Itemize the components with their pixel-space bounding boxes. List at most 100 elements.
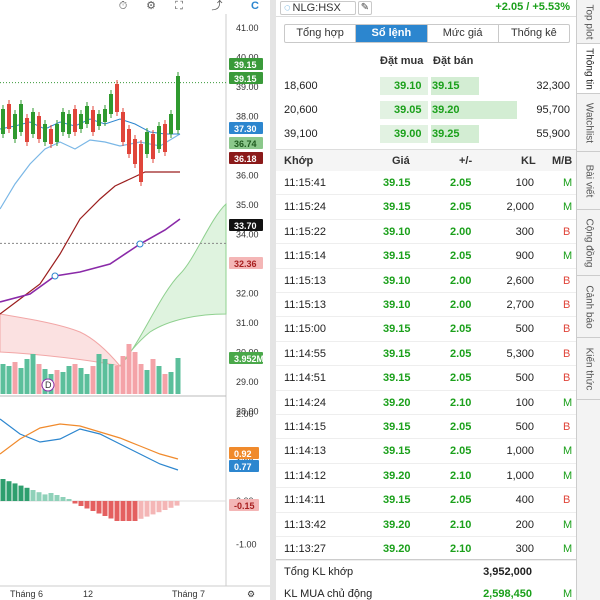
trade-side: B bbox=[563, 372, 571, 385]
price-axis-label: 29.00 bbox=[236, 377, 259, 387]
trade-volume: 500 bbox=[515, 323, 534, 336]
candle-body bbox=[139, 144, 143, 182]
price-tag bbox=[229, 122, 263, 134]
candle-body bbox=[25, 118, 29, 142]
ask-price: 39.25 bbox=[432, 128, 460, 140]
volume-bar bbox=[102, 359, 108, 394]
ask-price: 39.15 bbox=[432, 80, 460, 92]
trade-row[interactable]: 11:15:00 39.15 2.05 500 B bbox=[276, 317, 576, 342]
ma-marker bbox=[136, 240, 144, 248]
trade-row[interactable]: 11:15:13 39.10 2.00 2,700 B bbox=[276, 293, 576, 318]
lower-band-line bbox=[0, 133, 181, 210]
orderbook-row[interactable]: 18,600 39.10 39.15 32,300 bbox=[276, 74, 576, 98]
volume-bar bbox=[144, 370, 150, 394]
trade-time: 11:14:15 bbox=[284, 421, 327, 433]
trade-change: 2.05 bbox=[450, 494, 472, 507]
active-buy-value: 2,598,450 bbox=[483, 588, 532, 600]
trade-side: M bbox=[563, 469, 573, 482]
trade-row[interactable]: 11:14:11 39.15 2.05 400 B bbox=[276, 488, 576, 513]
trade-row[interactable]: 11:14:13 39.15 2.05 1,000 M bbox=[276, 439, 576, 464]
macd-histogram-bar bbox=[42, 494, 48, 501]
trade-price: 39.15 bbox=[383, 494, 411, 507]
trade-price: 39.10 bbox=[383, 274, 411, 287]
macd-axis-label: -1.00 bbox=[236, 540, 257, 550]
time-axis-label: 12 bbox=[83, 589, 93, 599]
trades-header: Khớp Giá +/- KL M/B bbox=[276, 149, 576, 171]
volume-bar bbox=[54, 370, 60, 394]
logo-icon: C bbox=[251, 0, 259, 12]
side-tab-posts[interactable]: Bài viết bbox=[577, 152, 600, 210]
price-tag-label: 39.15 bbox=[234, 74, 257, 84]
trade-row[interactable]: 11:15:22 39.10 2.00 300 B bbox=[276, 220, 576, 245]
chart-settings-icon[interactable]: ⚙ bbox=[247, 589, 255, 599]
macd-histogram-bar bbox=[6, 481, 12, 501]
macd-histogram-bar bbox=[30, 490, 36, 501]
trade-row[interactable]: 11:15:41 39.15 2.05 100 M bbox=[276, 171, 576, 196]
trade-row[interactable]: 11:15:14 39.15 2.05 900 M bbox=[276, 244, 576, 269]
trade-row[interactable]: 11:15:13 39.10 2.00 2,600 B bbox=[276, 269, 576, 293]
gear-icon[interactable]: ⚙ bbox=[146, 0, 156, 12]
time-axis-label: Tháng 7 bbox=[172, 589, 205, 599]
trade-row[interactable]: 11:14:51 39.15 2.05 500 B bbox=[276, 366, 576, 391]
trade-row[interactable]: 11:14:24 39.20 2.10 100 M bbox=[276, 391, 576, 415]
trade-row[interactable]: 11:13:42 39.20 2.10 200 M bbox=[276, 513, 576, 537]
alert-icon[interactable]: ⏱ bbox=[118, 0, 128, 12]
trade-row[interactable]: 11:14:12 39.20 2.10 1,000 M bbox=[276, 464, 576, 489]
bid-price: 39.05 bbox=[394, 104, 422, 116]
candle-body bbox=[127, 129, 131, 154]
candle-body bbox=[13, 114, 17, 139]
symbol-selector[interactable]: ◌ NLG:HSX bbox=[280, 1, 356, 15]
orderbook-row[interactable]: 20,600 39.05 39.20 95,700 bbox=[276, 98, 576, 122]
trade-change: 2.00 bbox=[450, 225, 472, 238]
trades-change-header: +/- bbox=[459, 155, 473, 167]
trade-row[interactable]: 11:15:24 39.15 2.05 2,000 M bbox=[276, 195, 576, 220]
trade-price: 39.15 bbox=[383, 323, 411, 336]
share-icon[interactable]: ⤴ bbox=[211, 0, 223, 12]
candle-body bbox=[61, 112, 65, 132]
trade-side: M bbox=[563, 445, 573, 458]
price-chart[interactable]: 41.0040.0039.0038.0037.0036.0035.0034.00… bbox=[0, 14, 270, 600]
orderbook-row[interactable]: 39,100 39.00 39.25 55,900 bbox=[276, 122, 576, 146]
side-tab-knowledge[interactable]: Kiến thức bbox=[577, 338, 600, 400]
side-tab-alerts[interactable]: Cảnh báo bbox=[577, 276, 600, 338]
edit-icon[interactable]: ✎ bbox=[358, 1, 372, 15]
tab-summary[interactable]: Tổng hợp bbox=[285, 25, 357, 42]
ask-depth-bar bbox=[431, 125, 479, 143]
trade-side: B bbox=[563, 274, 571, 287]
macd-histogram-bar bbox=[156, 501, 162, 513]
price-tag bbox=[229, 137, 263, 149]
trade-row[interactable]: 11:13:27 39.20 2.10 300 M bbox=[276, 537, 576, 562]
side-tab-info[interactable]: Thông tin bbox=[577, 44, 600, 94]
side-tab-label: Watchlist bbox=[583, 102, 594, 143]
dividend-marker bbox=[41, 378, 55, 392]
candle-body bbox=[133, 139, 137, 164]
chart-pane[interactable]: ⏱ ⚙ ⛶ ⤴ C 41.0040.0039.0038.0037.0036.00… bbox=[0, 0, 270, 600]
trade-time: 11:14:55 bbox=[284, 347, 327, 360]
volume-bar bbox=[84, 374, 90, 394]
tab-statistics[interactable]: Thống kê bbox=[510, 27, 557, 39]
trade-time: 11:14:11 bbox=[284, 494, 326, 507]
total-volume-row: Tổng KL khớp 3,952,000 bbox=[276, 562, 576, 582]
pane-divider[interactable] bbox=[270, 0, 276, 600]
signal-line bbox=[0, 423, 179, 460]
volume-bar bbox=[24, 359, 30, 394]
volume-bar bbox=[150, 359, 156, 394]
side-tab-watchlist[interactable]: Watchlist bbox=[577, 94, 600, 152]
candle-body bbox=[151, 134, 155, 159]
trade-price: 39.20 bbox=[383, 469, 411, 482]
trade-change: 2.00 bbox=[450, 274, 472, 287]
fullscreen-icon[interactable]: ⛶ bbox=[175, 0, 183, 12]
tab-orderbook[interactable]: Sổ lệnh bbox=[356, 25, 428, 42]
tab-price-levels[interactable]: Mức giá bbox=[428, 25, 499, 42]
volume-bar bbox=[156, 366, 162, 394]
trade-row[interactable]: 11:14:55 39.15 2.05 5,300 B bbox=[276, 342, 576, 367]
volume-bar bbox=[78, 368, 84, 394]
trade-row[interactable]: 11:14:15 39.15 2.05 500 B bbox=[276, 415, 576, 440]
side-tab-community[interactable]: Cộng đồng bbox=[577, 210, 600, 276]
price-axis-label: 32.00 bbox=[236, 289, 259, 299]
macd-histogram-bar bbox=[126, 501, 132, 521]
side-tab-top-plot[interactable]: Top plot bbox=[577, 0, 600, 44]
middle-band-line bbox=[0, 118, 180, 135]
candle-body bbox=[19, 104, 23, 132]
